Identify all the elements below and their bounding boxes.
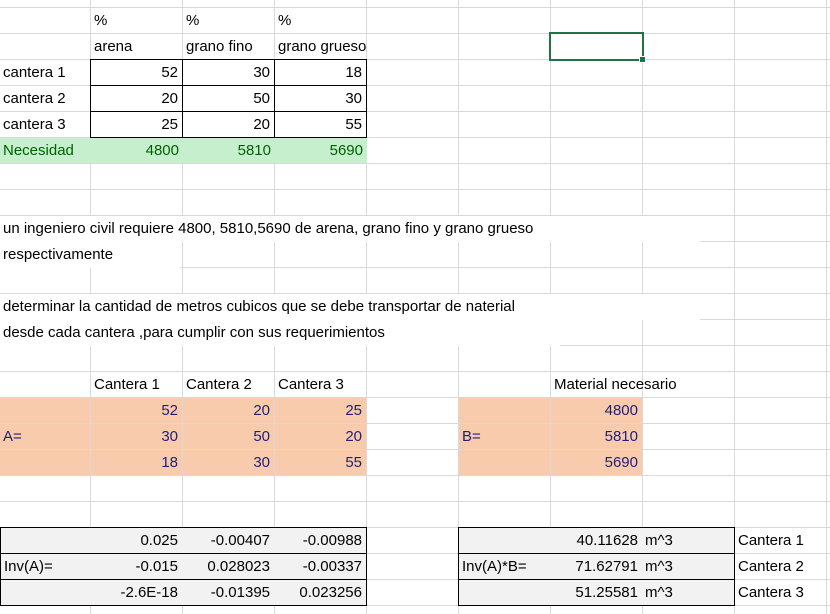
gridline <box>0 605 830 606</box>
gridline <box>826 0 827 614</box>
gridline <box>0 449 830 450</box>
matrix-a-cell[interactable]: 20 <box>183 398 274 423</box>
inverse-cell[interactable]: 0.023256 <box>274 579 367 606</box>
problem-text-line[interactable]: un ingeniero civil requiere 4800, 5810,5… <box>0 216 700 242</box>
matrix-b-header[interactable]: Material necesario <box>554 376 677 393</box>
inverse-cell[interactable]: -0.015 <box>90 553 183 580</box>
gridline <box>0 137 830 138</box>
result-label-cell[interactable] <box>458 527 551 554</box>
matrix-b-cell[interactable]: 4800 <box>551 398 642 423</box>
gridline <box>0 85 830 86</box>
necesidad-cell[interactable]: 5810 <box>183 138 275 163</box>
fill-handle[interactable] <box>639 56 646 63</box>
matrix-a-cell[interactable]: 50 <box>183 424 274 449</box>
matrix-a-cell[interactable]: 30 <box>91 424 182 449</box>
inverse-cell[interactable]: -0.00988 <box>274 527 367 554</box>
result-unit[interactable]: m^3 <box>642 553 735 580</box>
gridline <box>0 527 830 528</box>
matrix-a-label[interactable]: A= <box>0 424 90 449</box>
inverse-cell[interactable]: 0.028023 <box>182 553 275 580</box>
gridline <box>0 111 830 112</box>
gridline <box>0 397 830 398</box>
gridline <box>0 7 830 8</box>
matrix-b-label-cell[interactable] <box>459 450 550 475</box>
matrix-b-label[interactable]: B= <box>459 424 550 449</box>
gridline <box>0 189 830 190</box>
matrix-a-label-cell[interactable] <box>0 450 90 475</box>
inverse-cell[interactable]: -0.01395 <box>182 579 275 606</box>
inverse-cell[interactable]: -0.00337 <box>274 553 367 580</box>
row-label-cantera-3[interactable]: cantera 3 <box>3 116 66 133</box>
percent-header-cell[interactable]: % <box>186 12 200 29</box>
matrix-a-header[interactable]: Cantera 3 <box>278 376 344 393</box>
row-label-cantera-2[interactable]: cantera 2 <box>3 90 66 107</box>
data-cell[interactable]: 52 <box>90 59 183 86</box>
gridline <box>0 33 830 34</box>
matrix-a-cell[interactable]: 52 <box>91 398 182 423</box>
result-cell[interactable]: 40.11628 <box>550 527 643 554</box>
gridline <box>0 163 830 164</box>
matrix-a-cell[interactable]: 55 <box>275 450 366 475</box>
column-header-grano-fino[interactable]: grano fino <box>186 38 253 55</box>
data-cell[interactable]: 30 <box>274 85 367 112</box>
row-label-cantera-1[interactable]: cantera 1 <box>3 64 66 81</box>
matrix-b-label-cell[interactable] <box>459 398 550 423</box>
problem-text-line[interactable]: desde cada cantera ,para cumplir con sus… <box>0 320 560 346</box>
matrix-a-header[interactable]: Cantera 1 <box>94 376 160 393</box>
gridline <box>0 501 830 502</box>
gridline <box>0 475 830 476</box>
inverse-label[interactable]: Inv(A)= <box>0 553 91 580</box>
problem-text-line[interactable]: determinar la cantidad de metros cubicos… <box>0 294 700 320</box>
data-cell[interactable]: 55 <box>274 111 367 138</box>
result-cantera-name[interactable]: Cantera 1 <box>738 532 804 549</box>
inverse-cell[interactable]: 0.025 <box>90 527 183 554</box>
result-cantera-name[interactable]: Cantera 3 <box>738 584 804 601</box>
inverse-cell[interactable]: -0.00407 <box>182 527 275 554</box>
result-cell[interactable]: 51.25581 <box>550 579 643 606</box>
result-label[interactable]: Inv(A)*B= <box>458 553 551 580</box>
gridline <box>0 215 830 216</box>
gridline <box>0 553 830 554</box>
matrix-b-cell[interactable]: 5810 <box>551 424 642 449</box>
necesidad-label[interactable]: Necesidad <box>0 138 91 163</box>
result-unit[interactable]: m^3 <box>642 579 735 606</box>
data-cell[interactable]: 50 <box>182 85 275 112</box>
matrix-a-cell[interactable]: 18 <box>91 450 182 475</box>
inverse-label-cell[interactable] <box>0 579 91 606</box>
matrix-a-header[interactable]: Cantera 2 <box>186 376 252 393</box>
result-cantera-name[interactable]: Cantera 2 <box>738 558 804 575</box>
matrix-a-label-cell[interactable] <box>0 398 90 423</box>
matrix-a-cell[interactable]: 25 <box>275 398 366 423</box>
column-header-arena[interactable]: arena <box>94 38 133 55</box>
matrix-a-cell[interactable]: 20 <box>275 424 366 449</box>
data-cell[interactable]: 25 <box>90 111 183 138</box>
active-cell-selection[interactable] <box>549 32 646 63</box>
data-cell[interactable]: 30 <box>182 59 275 86</box>
data-cell[interactable]: 20 <box>182 111 275 138</box>
gridline <box>734 0 735 614</box>
gridline <box>0 579 830 580</box>
result-label-cell[interactable] <box>458 579 551 606</box>
column-header-grano-grueso[interactable]: grano grueso <box>278 38 367 55</box>
matrix-a-cell[interactable]: 30 <box>183 450 274 475</box>
problem-text-line[interactable]: respectivamente <box>0 242 180 268</box>
gridline <box>0 59 830 60</box>
gridline <box>0 293 830 294</box>
gridline <box>0 423 830 424</box>
gridline <box>0 267 830 268</box>
result-unit[interactable]: m^3 <box>642 527 735 554</box>
data-cell[interactable]: 20 <box>90 85 183 112</box>
inverse-cell[interactable]: -2.6E-18 <box>90 579 183 606</box>
gridline <box>0 371 830 372</box>
necesidad-cell[interactable]: 5690 <box>275 138 367 163</box>
data-cell[interactable]: 18 <box>274 59 367 86</box>
percent-header-cell[interactable]: % <box>94 12 108 29</box>
result-cell[interactable]: 71.62791 <box>550 553 643 580</box>
percent-header-cell[interactable]: % <box>278 12 292 29</box>
necesidad-cell[interactable]: 4800 <box>91 138 183 163</box>
matrix-b-cell[interactable]: 5690 <box>551 450 642 475</box>
inverse-label-cell[interactable] <box>0 527 91 554</box>
